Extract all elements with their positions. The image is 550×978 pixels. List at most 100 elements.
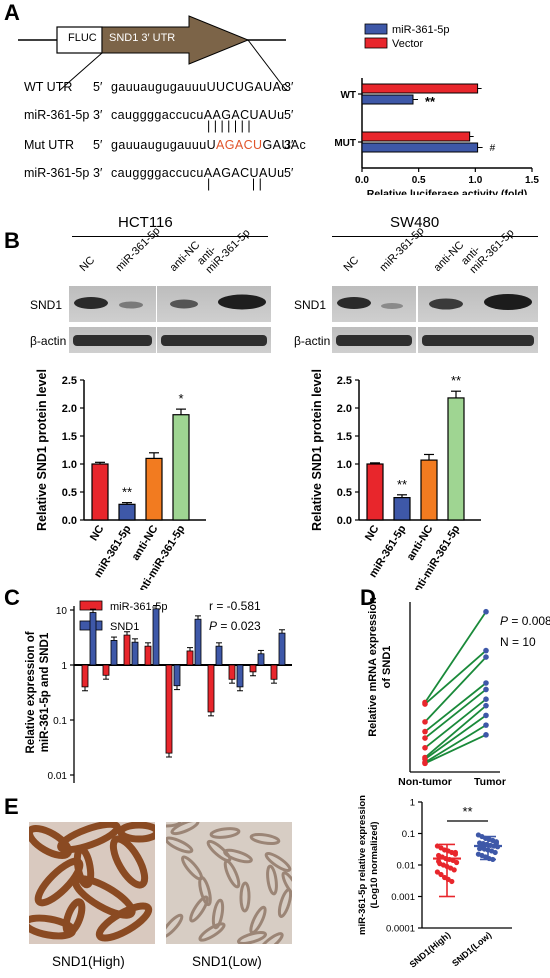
hct-actin-row-label: β-actin bbox=[30, 334, 67, 348]
bar-snd1 bbox=[152, 608, 160, 666]
x-axis-label: Relative luciferase activity (fold) bbox=[367, 188, 527, 195]
x-tick-label: Non-tumor bbox=[398, 776, 452, 788]
tissue-structure bbox=[236, 931, 268, 944]
point-nontumor bbox=[422, 735, 428, 741]
stat-p: P = 0.023 bbox=[209, 619, 261, 633]
data-point bbox=[492, 849, 498, 856]
data-point bbox=[449, 878, 455, 885]
tissue-structure bbox=[223, 848, 253, 864]
y-tick-label: 1 bbox=[410, 798, 415, 809]
significance-mark: # bbox=[490, 143, 496, 154]
bar-snd1 bbox=[257, 653, 265, 666]
pair-line bbox=[424, 688, 487, 739]
pair-line bbox=[424, 704, 487, 759]
panel-label-a: A bbox=[4, 0, 20, 25]
y-axis-label-line1: Relative expression of bbox=[25, 631, 37, 753]
sw-blot-left bbox=[332, 286, 416, 322]
tissue-structure bbox=[170, 822, 200, 836]
sequence-end-right: 3′ bbox=[284, 80, 294, 94]
sequence-base: cauggggaccucu bbox=[111, 166, 204, 180]
stained-gland bbox=[73, 845, 95, 889]
lane-label: NC bbox=[341, 254, 362, 274]
luciferase-chart: miR-361-5p Vector 0.0 0.5 1.0 1.5 Relative luc… bbox=[334, 23, 539, 195]
sequence-base: gauuaugugauuuU bbox=[111, 138, 217, 152]
caption-snd1-low: SND1(Low) bbox=[192, 954, 262, 969]
sequence-label: WT UTR bbox=[24, 80, 73, 94]
y-axis-label-line1: miR-361-5p relative expression bbox=[357, 795, 368, 935]
point-nontumor bbox=[422, 728, 428, 735]
bar-mir bbox=[207, 664, 215, 713]
category-label: WT bbox=[340, 90, 356, 101]
bar-vector bbox=[361, 131, 471, 142]
bar-vector bbox=[361, 83, 479, 94]
y-tick-label: 10 bbox=[56, 606, 68, 617]
pair-line bbox=[424, 734, 487, 765]
point-tumor bbox=[483, 732, 489, 738]
bar-snd1 bbox=[215, 645, 223, 666]
sw-blot-right bbox=[418, 286, 538, 322]
stained-gland bbox=[117, 822, 155, 843]
sequence-base: cauggggaccucu bbox=[111, 108, 204, 122]
data-point bbox=[436, 858, 442, 865]
y-axis-label: Relative SND1 protein level bbox=[310, 369, 324, 531]
sequence-text: gauuaugugauuuUAGACUGAUAc bbox=[111, 138, 306, 152]
tissue-image-low bbox=[166, 822, 292, 944]
bar bbox=[366, 463, 384, 521]
y-axis-label: Relative expression of miR-361-5p and SND… bbox=[25, 631, 51, 753]
bar-mir bbox=[102, 664, 110, 676]
sequence-text: gauuaugugauuuUUCUGAUAc bbox=[111, 80, 288, 94]
bar-mir bbox=[361, 142, 479, 153]
legend-swatch-vector bbox=[364, 37, 388, 49]
y-tick-label: 2.5 bbox=[337, 375, 352, 387]
point-tumor bbox=[483, 647, 489, 654]
tissue-structure bbox=[266, 864, 278, 896]
y-tick-label: 0.001 bbox=[391, 892, 415, 903]
sequence-end-right: 3′ bbox=[284, 138, 294, 152]
data-point bbox=[451, 867, 457, 873]
x-tick-label: 1.5 bbox=[525, 175, 539, 186]
significance-mark: ** bbox=[397, 477, 407, 492]
sequence-base: gauuaugugauuu bbox=[111, 80, 207, 94]
bar bbox=[172, 414, 190, 521]
stained-gland bbox=[95, 902, 153, 942]
y-tick-label: 0.01 bbox=[397, 861, 416, 872]
bar bbox=[91, 463, 109, 521]
sequence-site: UUCUGAUAc bbox=[206, 80, 288, 94]
x-tick-label: 0.0 bbox=[355, 175, 369, 186]
panel-label-e: E bbox=[4, 794, 19, 819]
construct-diagram bbox=[18, 15, 287, 91]
sequence-end-left: 3′ bbox=[93, 166, 103, 180]
hct-actin-left bbox=[69, 327, 156, 353]
bar-mir bbox=[186, 650, 194, 666]
stat-p: P = 0.008 bbox=[500, 614, 550, 628]
legend-swatch-mir bbox=[79, 600, 103, 611]
lane-label: NC bbox=[77, 254, 98, 274]
tissue-structure bbox=[249, 905, 267, 935]
point-tumor bbox=[483, 608, 489, 615]
lane-label: anti- miR-361-5p bbox=[459, 226, 517, 276]
data-point bbox=[493, 840, 499, 846]
fluc-label: FLUC bbox=[68, 32, 97, 44]
y-tick-label: 1 bbox=[61, 661, 67, 672]
tissue-structure bbox=[223, 859, 241, 889]
x-tick-label: SND1(Low) bbox=[450, 930, 493, 969]
data-point bbox=[454, 859, 460, 866]
tissue-structure bbox=[239, 881, 251, 913]
y-axis-label-line2: of SND1 bbox=[381, 646, 393, 689]
legend-swatch-mir bbox=[364, 23, 388, 35]
point-tumor bbox=[483, 722, 489, 728]
sequence-tail: GAUAc bbox=[262, 138, 307, 152]
significance-mark: ** bbox=[451, 373, 461, 388]
y-tick-label: 0.1 bbox=[53, 716, 67, 727]
sequence-end-left: 5′ bbox=[93, 138, 103, 152]
point-nontumor bbox=[422, 701, 428, 707]
tissue-structure bbox=[281, 871, 292, 899]
bar-mir bbox=[270, 664, 278, 680]
bar-snd1 bbox=[278, 632, 286, 666]
stat-r: r = -0.581 bbox=[209, 599, 261, 613]
y-axis-label: Relative SND1 protein level bbox=[35, 369, 49, 531]
bar-snd1 bbox=[236, 664, 244, 688]
panel-label-c: C bbox=[4, 585, 20, 610]
